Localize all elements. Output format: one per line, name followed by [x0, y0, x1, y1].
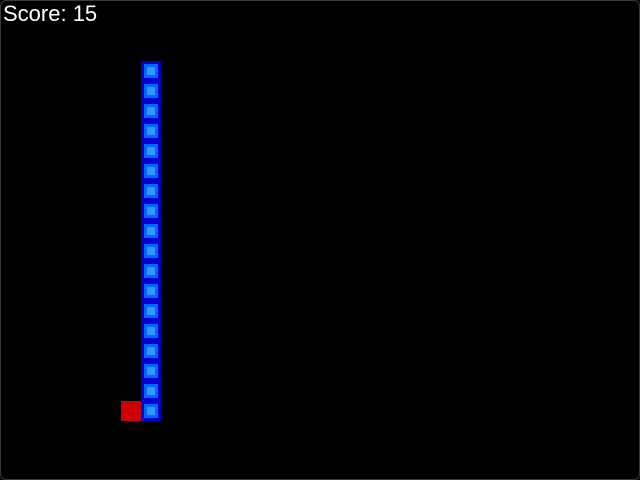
snake-segment — [141, 301, 161, 321]
snake-segment-center — [147, 107, 155, 115]
snake-segment — [141, 161, 161, 181]
snake-segment — [141, 101, 161, 121]
snake-segment — [141, 401, 161, 421]
snake-segment — [141, 341, 161, 361]
snake-segment — [141, 361, 161, 381]
snake-segment — [141, 381, 161, 401]
food-item — [121, 401, 141, 421]
snake-segment-center — [147, 307, 155, 315]
snake-segment-center — [147, 287, 155, 295]
snake-segment-center — [147, 347, 155, 355]
snake-segment — [141, 61, 161, 81]
snake-segment — [141, 181, 161, 201]
snake-segment — [141, 141, 161, 161]
snake-segment-center — [147, 207, 155, 215]
snake-segment-center — [147, 327, 155, 335]
snake-segment-center — [147, 127, 155, 135]
snake-segment — [141, 81, 161, 101]
snake-segment-center — [147, 147, 155, 155]
snake-segment-center — [147, 227, 155, 235]
snake-segment — [141, 221, 161, 241]
snake-segment-center — [147, 87, 155, 95]
snake-segment — [141, 281, 161, 301]
snake-segment-center — [147, 67, 155, 75]
snake-segment — [141, 121, 161, 141]
snake-segment-center — [147, 407, 155, 415]
snake-segment-center — [147, 247, 155, 255]
score-label: Score: 15 — [3, 1, 98, 26]
snake-segment — [141, 201, 161, 221]
snake-segment-center — [147, 187, 155, 195]
snake-segment-center — [147, 167, 155, 175]
snake-segment — [141, 321, 161, 341]
snake-segment — [141, 261, 161, 281]
snake-segment-center — [147, 267, 155, 275]
snake-segment-center — [147, 367, 155, 375]
snake-segment-center — [147, 387, 155, 395]
snake-segment — [141, 241, 161, 261]
